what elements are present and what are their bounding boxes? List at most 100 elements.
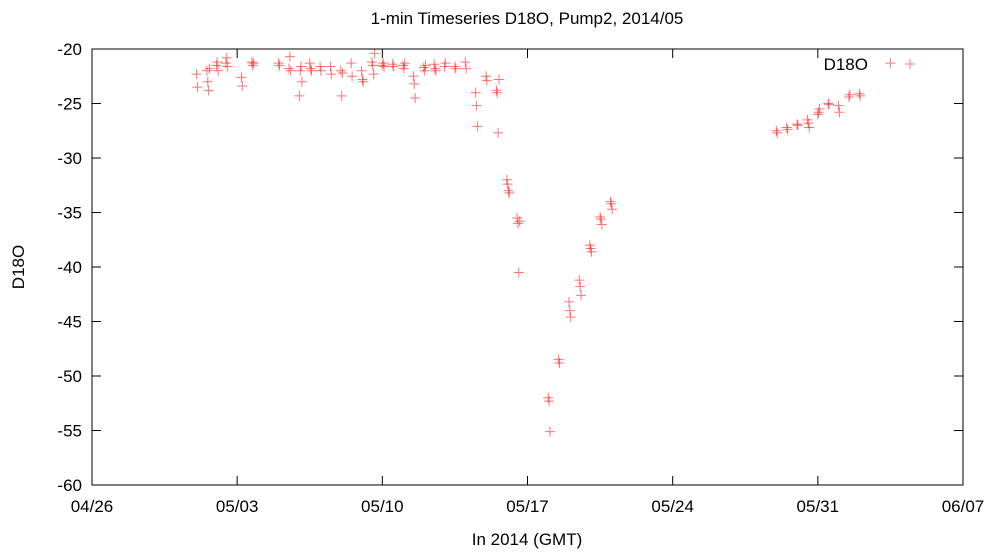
data-point xyxy=(575,281,586,292)
data-point xyxy=(782,124,793,135)
data-point xyxy=(388,61,399,72)
y-axis-label: D18O xyxy=(9,245,28,289)
data-point xyxy=(470,87,481,98)
data-point xyxy=(843,91,854,102)
data-point xyxy=(595,214,606,225)
legend-label-d18o: D18O xyxy=(824,55,868,74)
data-point xyxy=(586,246,597,257)
data-point xyxy=(803,118,814,129)
data-point xyxy=(346,58,357,69)
data-point xyxy=(481,71,492,82)
data-point xyxy=(399,58,410,69)
data-point xyxy=(204,63,215,74)
data-point xyxy=(824,99,835,110)
data-point xyxy=(294,90,305,101)
y-tick-label: -35 xyxy=(57,204,82,223)
data-point xyxy=(368,69,379,80)
data-point xyxy=(212,57,223,68)
data-point xyxy=(814,103,825,114)
data-point xyxy=(792,120,803,131)
data-point xyxy=(336,90,347,101)
data-point xyxy=(595,211,606,222)
y-axis: -60 -55 -50 -45 -40 -35 -30 -25 -20 xyxy=(57,40,963,495)
data-point xyxy=(565,312,576,323)
data-point xyxy=(812,109,823,120)
data-point xyxy=(191,69,202,80)
data-point xyxy=(398,63,409,74)
data-point xyxy=(606,198,617,209)
data-point xyxy=(192,82,203,93)
data-point xyxy=(248,58,259,69)
legend-marker-glyph xyxy=(905,59,915,69)
data-point xyxy=(502,179,513,190)
data-point xyxy=(325,61,336,72)
data-point xyxy=(493,74,504,85)
data-point xyxy=(358,76,369,87)
data-point xyxy=(335,65,346,76)
x-axis-label: In 2014 (GMT) xyxy=(472,530,583,549)
data-point xyxy=(379,61,390,72)
data-point xyxy=(574,275,585,286)
data-point xyxy=(285,65,296,76)
data-point xyxy=(295,65,306,76)
data-point xyxy=(306,65,317,76)
data-point xyxy=(834,107,845,118)
x-axis: 04/26 05/03 05/10 05/17 05/24 05/31 06/07 xyxy=(71,49,984,516)
data-point xyxy=(408,71,419,82)
data-point xyxy=(823,98,834,109)
data-point xyxy=(201,65,212,76)
data-point xyxy=(804,122,815,133)
legend: D18O xyxy=(824,55,915,74)
data-point xyxy=(273,58,284,69)
data-point xyxy=(605,196,616,207)
data-point xyxy=(409,78,420,89)
data-point xyxy=(369,48,380,59)
data-point xyxy=(356,65,367,76)
data-point xyxy=(202,76,213,87)
data-point xyxy=(772,127,783,138)
data-point xyxy=(377,60,388,71)
data-point xyxy=(576,290,587,301)
data-point xyxy=(347,71,358,82)
y-tick-label: -40 xyxy=(57,258,82,277)
data-point xyxy=(410,93,421,104)
y-tick-label: -20 xyxy=(57,40,82,59)
data-point xyxy=(304,58,315,69)
data-point xyxy=(430,65,441,76)
data-point xyxy=(491,85,502,96)
plot-frame xyxy=(91,48,964,486)
data-point xyxy=(771,125,782,136)
data-point xyxy=(792,119,803,130)
plot-area xyxy=(191,48,896,437)
data-point xyxy=(781,122,792,133)
data-point xyxy=(854,88,865,99)
data-point xyxy=(305,63,316,74)
data-point xyxy=(315,61,326,72)
data-point xyxy=(450,63,461,74)
data-point xyxy=(284,63,295,74)
data-point xyxy=(274,60,285,71)
x-tick-label: 05/17 xyxy=(506,497,549,516)
data-point xyxy=(387,59,398,70)
data-point xyxy=(607,204,618,215)
x-tick-label: 04/26 xyxy=(71,497,114,516)
y-tick-label: -30 xyxy=(57,149,82,168)
data-point xyxy=(855,90,866,101)
data-point xyxy=(493,127,504,138)
data-point xyxy=(461,63,472,74)
data-point xyxy=(460,57,471,68)
x-tick-label: 05/03 xyxy=(216,497,259,516)
data-point xyxy=(471,100,482,111)
data-point xyxy=(296,76,307,87)
x-tick-label: 05/31 xyxy=(797,497,840,516)
data-point xyxy=(503,185,514,196)
data-point xyxy=(501,174,512,185)
x-tick-label: 05/24 xyxy=(651,497,694,516)
y-tick-label: -25 xyxy=(57,95,82,114)
data-point xyxy=(563,296,574,307)
data-point xyxy=(564,305,575,316)
data-point xyxy=(429,59,440,70)
data-point xyxy=(326,69,337,80)
y-tick-label: -50 xyxy=(57,367,82,386)
data-point xyxy=(844,89,855,100)
